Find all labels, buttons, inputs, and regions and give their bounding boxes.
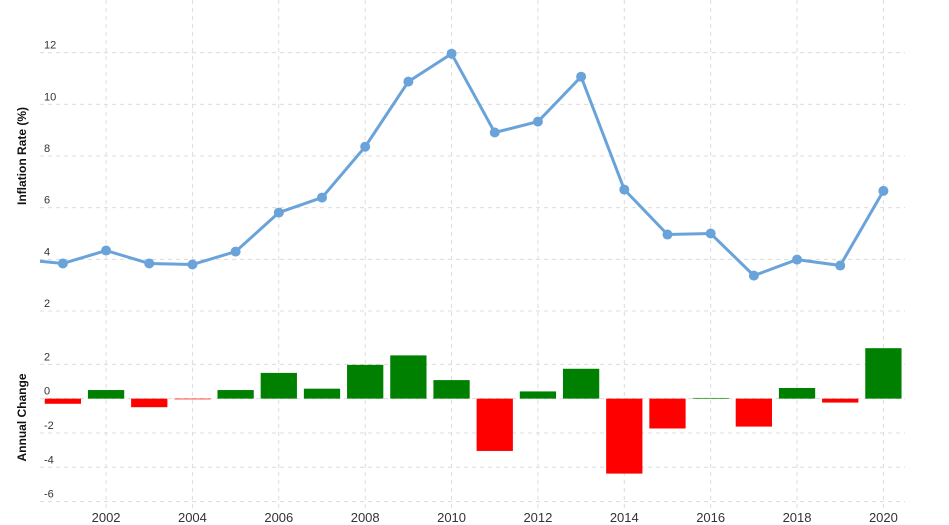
- bar: [390, 355, 427, 399]
- x-tick-label: 2016: [696, 510, 725, 525]
- point: [403, 76, 414, 87]
- point: [489, 127, 500, 138]
- point: [792, 254, 803, 265]
- point: [532, 116, 543, 127]
- y-tick-label: 2: [44, 351, 50, 363]
- y-tick-label: -2: [44, 420, 54, 432]
- point: [273, 207, 284, 218]
- y-tick-label: 8: [44, 143, 50, 155]
- point: [835, 260, 846, 271]
- bar: [606, 398, 643, 474]
- bar: [174, 398, 211, 400]
- bar: [476, 398, 513, 451]
- bar: [303, 388, 341, 399]
- bar: [87, 390, 125, 399]
- bar: [217, 390, 254, 399]
- point: [187, 259, 198, 270]
- point: [748, 270, 759, 281]
- x-tick-label: 2012: [523, 510, 552, 525]
- line-group: [15, 48, 889, 281]
- point: [360, 141, 371, 152]
- point: [57, 258, 68, 269]
- point: [144, 258, 155, 269]
- bar: [519, 391, 557, 399]
- point: [878, 185, 889, 196]
- bar: [778, 387, 816, 399]
- x-tick-label: 2006: [264, 510, 293, 525]
- bar: [433, 380, 470, 399]
- bar: [692, 397, 729, 399]
- bar: [44, 398, 82, 404]
- point: [101, 245, 112, 256]
- y-tick-label: -4: [44, 454, 54, 466]
- y-axis-title: Inflation Rate (%): [15, 107, 29, 205]
- y-tick-label: -6: [44, 489, 54, 501]
- bar: [649, 398, 686, 429]
- x-tick-label: 2018: [783, 510, 812, 525]
- y-axis-title: Annual Change: [15, 373, 29, 461]
- point: [576, 71, 587, 82]
- x-tick-label: 2004: [178, 510, 207, 525]
- y-tick-label: 12: [44, 40, 56, 52]
- bar: [131, 398, 168, 408]
- y-tick-label: 6: [44, 195, 50, 207]
- point: [15, 254, 25, 264]
- x-tick-label: 2008: [351, 510, 380, 525]
- x-tick-label: 2010: [437, 510, 466, 525]
- point: [316, 192, 327, 203]
- x-tick-label: 2002: [92, 510, 121, 525]
- bar: [260, 372, 297, 399]
- bar: [822, 398, 859, 403]
- bar: [865, 348, 902, 399]
- point: [619, 184, 630, 195]
- y-tick-label: 10: [44, 91, 56, 103]
- point: [230, 246, 241, 257]
- x-tick-label: 2020: [869, 510, 898, 525]
- y-tick-label: 4: [44, 246, 50, 258]
- bar: [347, 364, 384, 399]
- y-tick-label: 0: [44, 386, 50, 398]
- point: [705, 228, 716, 239]
- point: [446, 48, 457, 59]
- bar: [562, 368, 600, 399]
- y-tick-label: 2: [44, 298, 50, 310]
- point: [662, 229, 673, 240]
- bar: [735, 398, 772, 427]
- x-tick-label: 2014: [610, 510, 639, 525]
